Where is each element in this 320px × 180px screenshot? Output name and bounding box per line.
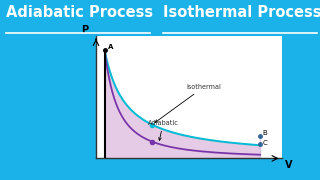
Text: C: C — [262, 140, 267, 146]
Text: A: A — [108, 44, 113, 50]
Text: B: B — [262, 130, 267, 136]
Text: V: V — [285, 159, 293, 170]
Text: Isothermal: Isothermal — [155, 84, 221, 122]
Text: Adiabatic Process: Adiabatic Process — [6, 5, 154, 20]
Text: P: P — [81, 25, 88, 35]
Text: Adiabatic: Adiabatic — [148, 120, 179, 140]
Text: Isothermal Process: Isothermal Process — [163, 5, 320, 20]
